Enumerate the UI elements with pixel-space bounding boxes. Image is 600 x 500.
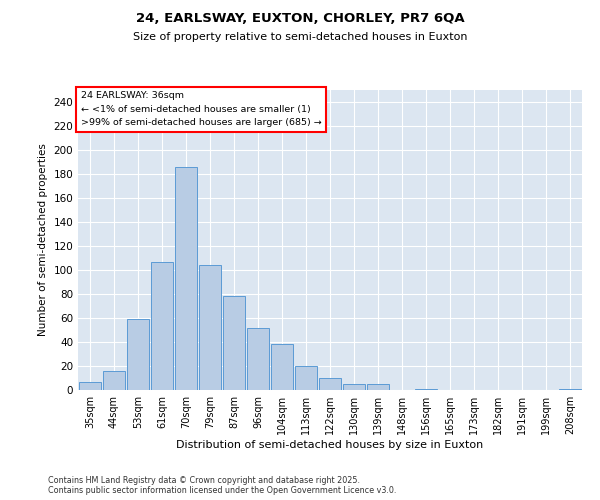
X-axis label: Distribution of semi-detached houses by size in Euxton: Distribution of semi-detached houses by … (176, 440, 484, 450)
Bar (199, 265, 221, 390)
Bar (319, 378, 341, 390)
Text: 24, EARLSWAY, EUXTON, CHORLEY, PR7 6QA: 24, EARLSWAY, EUXTON, CHORLEY, PR7 6QA (136, 12, 464, 26)
Bar (343, 384, 365, 390)
Bar (367, 384, 389, 390)
Text: Size of property relative to semi-detached houses in Euxton: Size of property relative to semi-detach… (133, 32, 467, 42)
Bar (127, 319, 149, 390)
Bar (151, 262, 173, 390)
Bar (247, 328, 269, 390)
Bar (175, 167, 197, 390)
Text: Contains HM Land Registry data © Crown copyright and database right 2025.
Contai: Contains HM Land Registry data © Crown c… (48, 476, 397, 495)
Bar (271, 344, 293, 390)
Bar (223, 296, 245, 390)
Bar (559, 389, 581, 390)
Bar (415, 389, 437, 390)
Text: 24 EARLSWAY: 36sqm
← <1% of semi-detached houses are smaller (1)
>99% of semi-de: 24 EARLSWAY: 36sqm ← <1% of semi-detache… (80, 92, 321, 127)
Bar (103, 371, 125, 390)
Y-axis label: Number of semi-detached properties: Number of semi-detached properties (38, 144, 48, 336)
Bar (295, 366, 317, 390)
Bar (79, 382, 101, 390)
